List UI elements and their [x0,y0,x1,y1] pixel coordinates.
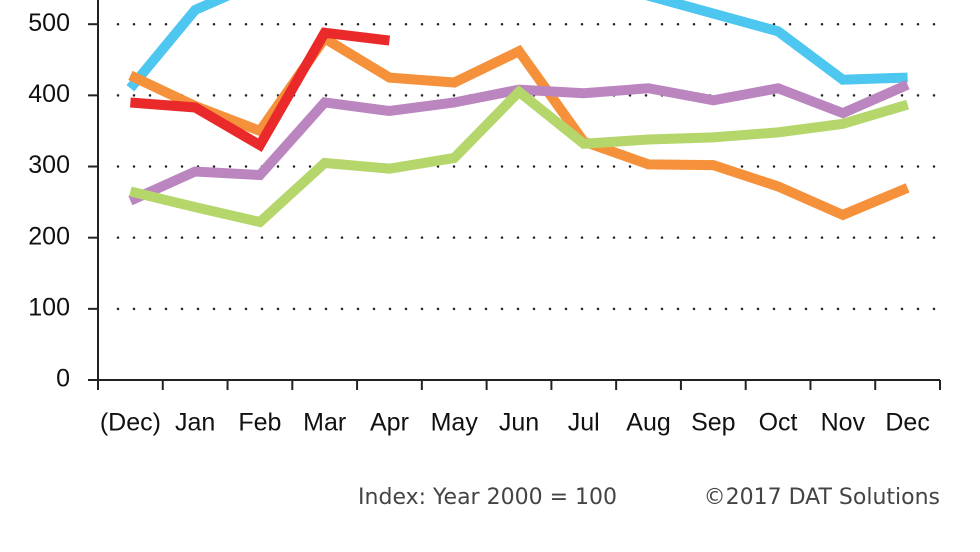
y-tick-label: 200 [28,222,70,250]
x-tick-label: Feb [238,409,281,437]
x-tick-label: Dec [885,409,929,437]
note: Index: Year 2000 = 100 [358,485,617,510]
x-tick-label: Oct [759,409,798,437]
x-tick-label: Nov [821,409,866,437]
y-tick-label: 500 [28,9,70,37]
series-line [126,0,908,92]
x-tick-label: (Dec) [100,409,161,437]
x-tick-label: Jun [499,409,539,437]
x-tick-label: Mar [303,409,346,437]
x-tick-label: Apr [370,409,409,437]
x-tick-label: Jul [568,409,600,437]
y-tick-label: 400 [28,80,70,108]
source: ©2017 DAT Solutions [704,485,940,510]
lines [126,0,910,228]
y-tick-label: 300 [28,151,70,179]
series-line [128,31,910,221]
x-tick-label: May [431,409,479,437]
series-line [130,27,391,153]
x-tick-label: Sep [691,409,735,437]
y-tick-label: 100 [28,293,70,321]
series-line [129,85,910,228]
y-tick-label: 0 [56,365,70,393]
x-tick-label: Jan [175,409,215,437]
x-tick-label: Aug [626,409,670,437]
